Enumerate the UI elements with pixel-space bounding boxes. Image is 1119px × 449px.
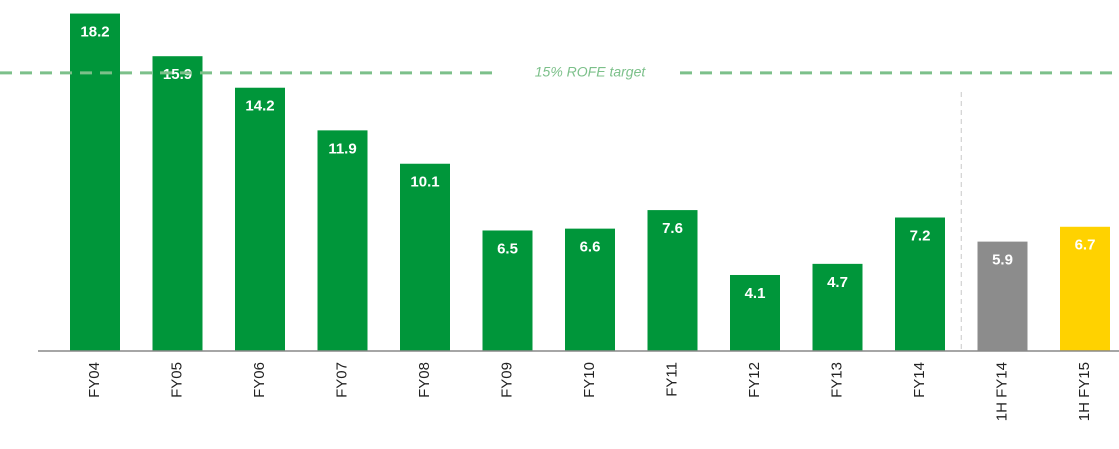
x-tick-label: FY04 bbox=[86, 362, 103, 398]
value-label: 14.2 bbox=[245, 98, 274, 115]
x-tick-label: FY13 bbox=[828, 362, 845, 398]
bar bbox=[70, 13, 120, 351]
value-label: 6.5 bbox=[497, 240, 518, 257]
x-tick-label: FY07 bbox=[333, 362, 350, 398]
x-tick-label: FY11 bbox=[663, 362, 680, 397]
bar bbox=[317, 130, 368, 351]
x-tick-label: 1H FY14 bbox=[993, 362, 1010, 421]
value-label: 10.1 bbox=[410, 174, 439, 191]
x-tick-label: FY12 bbox=[746, 362, 763, 398]
bar bbox=[977, 241, 1028, 351]
bar bbox=[482, 230, 533, 351]
x-tick-label: FY05 bbox=[168, 362, 185, 398]
x-tick-label: 1H FY15 bbox=[1076, 362, 1093, 421]
x-tick-label: FY14 bbox=[911, 362, 928, 398]
bar bbox=[647, 210, 698, 351]
reference-label-bg bbox=[500, 60, 680, 85]
bar bbox=[400, 163, 450, 351]
value-label: 7.6 bbox=[662, 220, 683, 237]
x-tick-label: FY09 bbox=[498, 362, 515, 398]
value-label: 7.2 bbox=[910, 227, 931, 244]
bar bbox=[895, 217, 945, 351]
value-label: 15.9 bbox=[163, 66, 192, 83]
bar bbox=[235, 87, 285, 351]
bar bbox=[1060, 226, 1110, 351]
value-label: 6.7 bbox=[1075, 237, 1096, 254]
bar bbox=[730, 274, 780, 351]
x-tick-label: FY06 bbox=[251, 362, 268, 398]
value-label: 4.7 bbox=[827, 274, 848, 291]
bar bbox=[565, 228, 615, 351]
bar bbox=[812, 263, 863, 351]
reference-label: 15% ROFE target bbox=[535, 64, 647, 80]
value-label: 4.1 bbox=[745, 285, 766, 302]
value-label: 6.6 bbox=[580, 239, 601, 256]
x-tick-label: FY08 bbox=[416, 362, 433, 398]
value-label: 5.9 bbox=[992, 252, 1013, 269]
value-label: 18.2 bbox=[80, 24, 109, 41]
x-tick-label: FY10 bbox=[581, 362, 598, 398]
value-label: 11.9 bbox=[328, 140, 356, 157]
bar bbox=[152, 56, 203, 351]
